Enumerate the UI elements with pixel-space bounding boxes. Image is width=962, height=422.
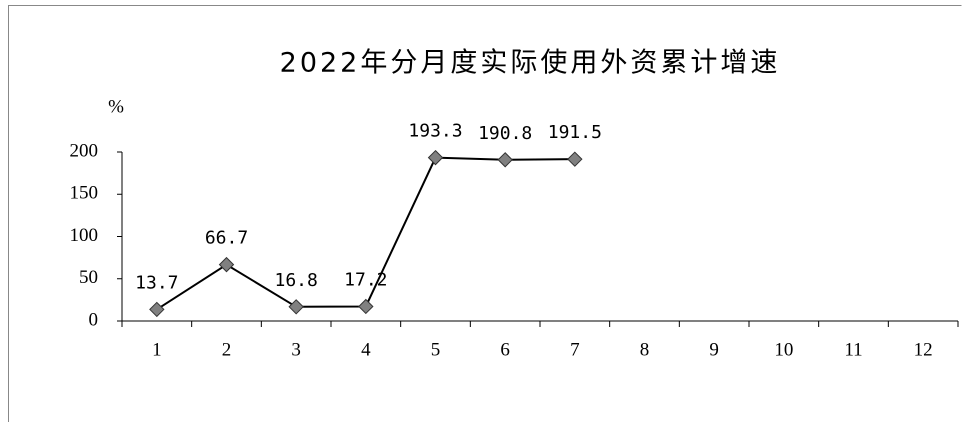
marker [218,256,235,273]
marker [149,301,165,318]
y-tick-label: 100 [70,225,99,246]
marker [497,152,513,168]
marker [427,149,444,166]
x-tick-label: 4 [361,339,371,360]
chart-title: 2022年分月度实际使用外资累计增速 [280,48,781,79]
data-label: 66.7 [205,228,248,249]
data-label: 193.3 [408,121,462,142]
x-tick-label: 8 [640,339,650,360]
y-tick-label: 0 [89,309,99,330]
data-label: 13.7 [135,272,178,293]
y-tick-label: 200 [70,140,99,161]
x-tick-label: 6 [500,339,510,360]
y-tick-label: 150 [70,183,99,204]
data-label: 191.5 [548,122,602,143]
x-tick-label: 1 [152,339,162,360]
x-tick-label: 5 [431,339,441,360]
x-tick-label: 12 [914,339,933,360]
marker [288,299,304,315]
y-tick-label: 50 [79,267,98,288]
x-tick-label: 7 [570,339,580,360]
x-tick-label: 3 [291,339,301,360]
x-tick-label: 10 [774,339,793,360]
marker [567,151,583,167]
frame [8,5,962,422]
marker [358,298,374,315]
x-tick-label: 11 [844,339,862,360]
data-label: 16.8 [274,270,317,291]
data-label: 17.2 [344,269,387,290]
data-label: 190.8 [478,123,532,144]
x-tick-label: 9 [709,339,719,360]
y-axis-label: % [108,96,124,117]
x-tick-label: 2 [222,339,232,360]
